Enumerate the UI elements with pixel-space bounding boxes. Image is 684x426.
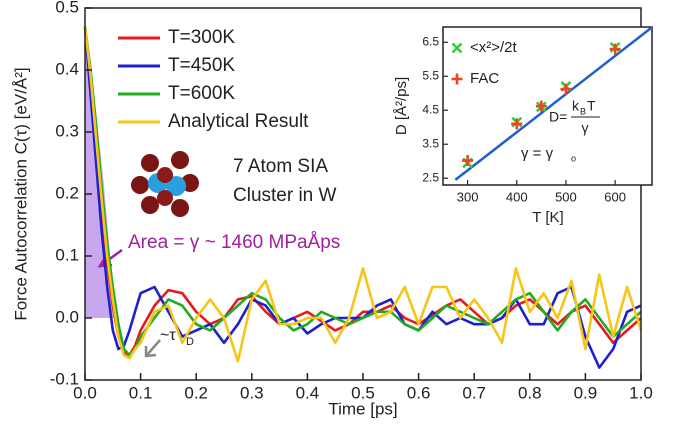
annotation: 7 Atom SIA (233, 156, 328, 177)
marker-plus (511, 118, 523, 130)
marker-plus (560, 83, 572, 95)
y-tick-label: 0.3 (55, 121, 79, 140)
x-tick-label: 0.8 (518, 383, 542, 402)
y-tick-label: 0.2 (55, 183, 79, 202)
cluster-icon (131, 151, 199, 217)
x-axis-label: Time [ps] (328, 399, 397, 418)
x-tick-label: 0.9 (574, 383, 598, 402)
legend-marker (451, 73, 463, 85)
annotation: Area = γ ~ 1460 MPaÅps (128, 232, 340, 253)
y-tick-label: 0.1 (55, 245, 79, 264)
y-tick-label: 5.5 (422, 68, 439, 82)
legend-label: FAC (470, 70, 499, 87)
y-tick-label: 0.0 (55, 307, 79, 326)
y-tick-label: 0.4 (55, 59, 79, 78)
annotation: ~τ (160, 327, 176, 344)
data-line (83, 26, 642, 357)
formula: k (572, 98, 580, 114)
marker-plus (462, 155, 474, 167)
data-line (83, 26, 643, 363)
legend-label: Analytical Result (168, 111, 309, 132)
legend-label: T=600K (168, 83, 235, 104)
x-tick-label: 0.4 (296, 383, 320, 402)
tau-arrow (145, 339, 161, 357)
x-tick-label: 0.3 (240, 383, 264, 402)
fit-line (454, 26, 653, 181)
annotation: Cluster in W (233, 185, 337, 206)
x-tick-label: 500 (555, 189, 577, 204)
y-tick-label: -0.1 (50, 369, 79, 388)
y-tick-label: 0.5 (55, 0, 79, 16)
inset-x-label: T [K] (532, 209, 563, 226)
x-tick-label: 0.5 (351, 383, 375, 402)
annotation: D (186, 336, 194, 348)
legend-label: T=450K (168, 55, 235, 76)
y-tick-label: 2.5 (422, 170, 439, 184)
x-tick-label: 0.2 (184, 383, 208, 402)
y-tick-label: 3.5 (422, 136, 439, 150)
formula: B (580, 106, 586, 116)
y-axis-label: Force Autocorrelation C(τ) [eV/Å²] (11, 67, 30, 320)
legend-label: <x²>/2t (470, 39, 518, 56)
x-tick-label: 0.1 (129, 383, 153, 402)
x-tick-label: 600 (604, 189, 626, 204)
y-tick-label: 6.5 (422, 34, 439, 48)
marker-plus (609, 43, 621, 55)
formula: γ (582, 120, 589, 136)
x-tick-label: 300 (457, 189, 479, 204)
legend-label: T=300K (168, 27, 235, 48)
formula: γ = γ (521, 145, 554, 162)
formula: D= (549, 109, 567, 125)
formula: o (571, 153, 576, 163)
y-tick-label: 4.5 (422, 102, 439, 116)
tau-arrowhead (144, 346, 157, 358)
x-tick-label: 0.0 (73, 383, 97, 402)
legend-marker (451, 42, 463, 54)
data-line (83, 26, 642, 369)
x-tick-label: 0.6 (407, 383, 431, 402)
x-tick-label: 1.0 (629, 383, 653, 402)
formula: T (587, 98, 596, 114)
x-tick-label: 400 (506, 189, 528, 204)
x-tick-label: 0.7 (462, 383, 486, 402)
marker-plus (535, 100, 547, 112)
inset-y-label: D [Å²/ps] (393, 77, 410, 135)
